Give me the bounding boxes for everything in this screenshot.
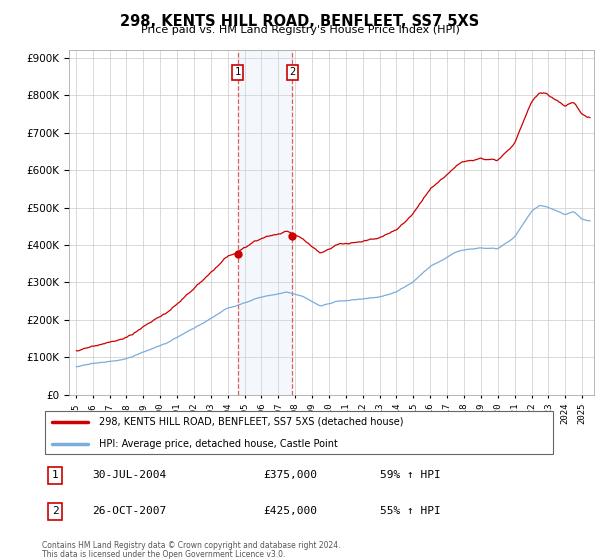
Text: 55% ↑ HPI: 55% ↑ HPI bbox=[380, 506, 440, 516]
Text: £375,000: £375,000 bbox=[264, 470, 318, 480]
Text: This data is licensed under the Open Government Licence v3.0.: This data is licensed under the Open Gov… bbox=[42, 550, 286, 559]
Text: 26-OCT-2007: 26-OCT-2007 bbox=[92, 506, 166, 516]
Text: Contains HM Land Registry data © Crown copyright and database right 2024.: Contains HM Land Registry data © Crown c… bbox=[42, 542, 341, 550]
Text: 59% ↑ HPI: 59% ↑ HPI bbox=[380, 470, 440, 480]
Text: 298, KENTS HILL ROAD, BENFLEET, SS7 5XS: 298, KENTS HILL ROAD, BENFLEET, SS7 5XS bbox=[121, 14, 479, 29]
Text: 1: 1 bbox=[235, 67, 241, 77]
Text: 2: 2 bbox=[52, 506, 59, 516]
Text: £425,000: £425,000 bbox=[264, 506, 318, 516]
Text: 298, KENTS HILL ROAD, BENFLEET, SS7 5XS (detached house): 298, KENTS HILL ROAD, BENFLEET, SS7 5XS … bbox=[99, 417, 403, 427]
Bar bbox=[238, 50, 292, 395]
Text: 1: 1 bbox=[52, 470, 59, 480]
Text: 2: 2 bbox=[289, 67, 296, 77]
Text: Price paid vs. HM Land Registry's House Price Index (HPI): Price paid vs. HM Land Registry's House … bbox=[140, 25, 460, 35]
Text: HPI: Average price, detached house, Castle Point: HPI: Average price, detached house, Cast… bbox=[99, 438, 338, 449]
Text: 30-JUL-2004: 30-JUL-2004 bbox=[92, 470, 166, 480]
FancyBboxPatch shape bbox=[44, 411, 553, 454]
